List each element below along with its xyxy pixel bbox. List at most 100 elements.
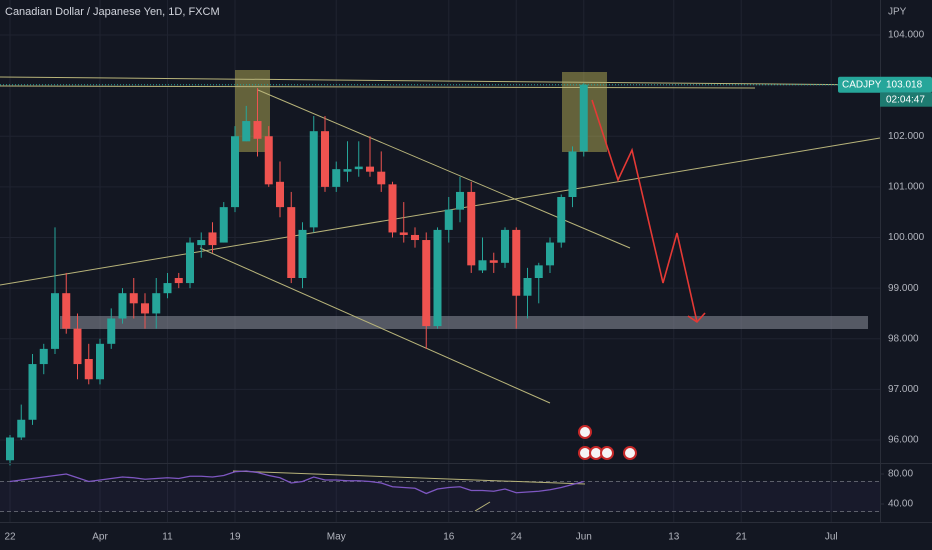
candle-body (557, 196, 566, 243)
y-tick-label: 96.000 (888, 435, 919, 446)
candle-body (107, 318, 116, 344)
candle-body (17, 419, 26, 438)
trend-line (199, 247, 551, 404)
x-tick-label: 11 (162, 532, 173, 543)
event-icons (578, 425, 637, 460)
arrow-head (687, 312, 706, 324)
candle-body (568, 151, 577, 197)
candle-body (231, 136, 239, 208)
candle-body (422, 240, 431, 327)
support-zone (60, 316, 868, 329)
x-tick-label: 16 (443, 532, 455, 543)
candle-body (219, 207, 228, 243)
candle-body (444, 209, 453, 230)
candle-body (456, 191, 464, 210)
y-tick-label: 99.000 (888, 283, 919, 294)
candles (0, 83, 880, 466)
candle-body (129, 293, 138, 304)
candle-body (523, 278, 532, 296)
candle-body (62, 293, 71, 329)
symbol-label: CADJPY (842, 79, 882, 90)
highlight-box (235, 70, 270, 152)
candle-body (501, 229, 509, 263)
candle-body (163, 283, 172, 294)
candle-body (6, 437, 14, 461)
candle-body (186, 242, 194, 284)
rsi (9, 470, 584, 495)
candle-body (118, 293, 127, 319)
candle-body (534, 265, 543, 279)
candle-body (377, 171, 386, 185)
candle-body (332, 169, 341, 187)
trend-line (0, 137, 881, 286)
candle-body (579, 84, 588, 152)
event-icon (578, 425, 592, 439)
candle-body (366, 166, 374, 172)
x-tick-label: Apr (92, 532, 108, 543)
candle-body (152, 293, 161, 314)
candle-body (51, 293, 59, 349)
candle-body (512, 229, 521, 296)
x-tick-label: 22 (4, 532, 16, 543)
trend-line (0, 85, 756, 89)
candle-body (309, 131, 318, 228)
candle-body (84, 359, 93, 380)
rsi-trend-line (232, 470, 586, 485)
x-tick-label: 19 (229, 532, 241, 543)
rsi-tick-label: 80.00 (888, 469, 913, 480)
candle-body (253, 121, 262, 139)
candle-body (264, 136, 273, 185)
y-tick-label: 97.000 (888, 384, 919, 395)
candle-body (478, 260, 487, 271)
event-icon (600, 446, 614, 460)
candle-body (489, 260, 498, 263)
candle-body (208, 232, 217, 246)
axes: 96.000 97.000 98.000 99.000 100.000 101.000 10… (4, 30, 932, 543)
candle-body (276, 181, 284, 208)
candle-body (433, 229, 442, 327)
y-tick-label: 104.000 (888, 30, 925, 41)
trend-line (0, 76, 881, 86)
candle-body (321, 131, 329, 187)
candle-body (354, 166, 363, 170)
candle-body (39, 348, 48, 365)
countdown-label: 02:04:47 (886, 94, 925, 105)
y-tick-label: 98.000 (888, 333, 919, 344)
candle-body (546, 242, 554, 266)
projection-arrow (591, 99, 698, 323)
y-tick-label: 101.000 (888, 182, 925, 193)
candle-body (411, 234, 419, 241)
price-tag (838, 76, 932, 93)
rsi-band (0, 481, 880, 512)
x-tick-label: 21 (736, 532, 748, 543)
x-tick-label: May (327, 532, 346, 543)
candle-body (73, 328, 82, 365)
candle-body (388, 184, 397, 233)
candle-body (287, 207, 296, 279)
x-tick-label: Jul (825, 532, 838, 543)
candle-body (467, 191, 476, 266)
candle-body (96, 343, 104, 380)
candle-body (399, 232, 408, 235)
event-icon (623, 446, 637, 460)
x-tick-label: 13 (668, 532, 680, 543)
x-tick-label: 24 (511, 532, 523, 543)
y-tick-label: 100.000 (888, 232, 925, 243)
y-tick-label: 102.000 (888, 131, 925, 142)
countdown-tag (880, 92, 932, 107)
rsi-tick-label: 40.00 (888, 499, 913, 510)
chart-title: Canadian Dollar / Japanese Yen, 1D, FXCM (5, 6, 220, 18)
trend-line (257, 89, 631, 249)
rsi-line (9, 470, 584, 495)
candle-body (242, 121, 251, 142)
x-tick-label: Jun (576, 532, 592, 543)
candle-body (343, 169, 352, 172)
candle-body (28, 364, 37, 420)
last-price-label: 103.018 (886, 79, 923, 90)
candle-body (197, 240, 206, 246)
currency-label: JPY (888, 7, 907, 18)
candle-body (174, 278, 183, 284)
